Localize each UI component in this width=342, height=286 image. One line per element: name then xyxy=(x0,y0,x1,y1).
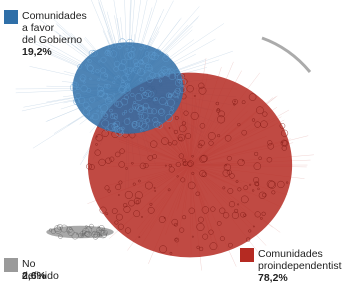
legend-value: 78,2% xyxy=(258,272,288,284)
legend-label: Comunidades proindependentistas xyxy=(258,248,342,272)
legend-value: 2,6% xyxy=(22,270,46,282)
legend-value: 19,2% xyxy=(22,46,52,58)
node-arc xyxy=(262,38,310,72)
legend-swatch xyxy=(4,258,18,272)
legend-swatch xyxy=(4,10,18,24)
page: Comunidades a favor del Gobierno 19,2% N… xyxy=(0,0,342,286)
legend-label: Comunidades a favor del Gobierno xyxy=(22,10,87,46)
legend-swatch xyxy=(240,248,254,262)
